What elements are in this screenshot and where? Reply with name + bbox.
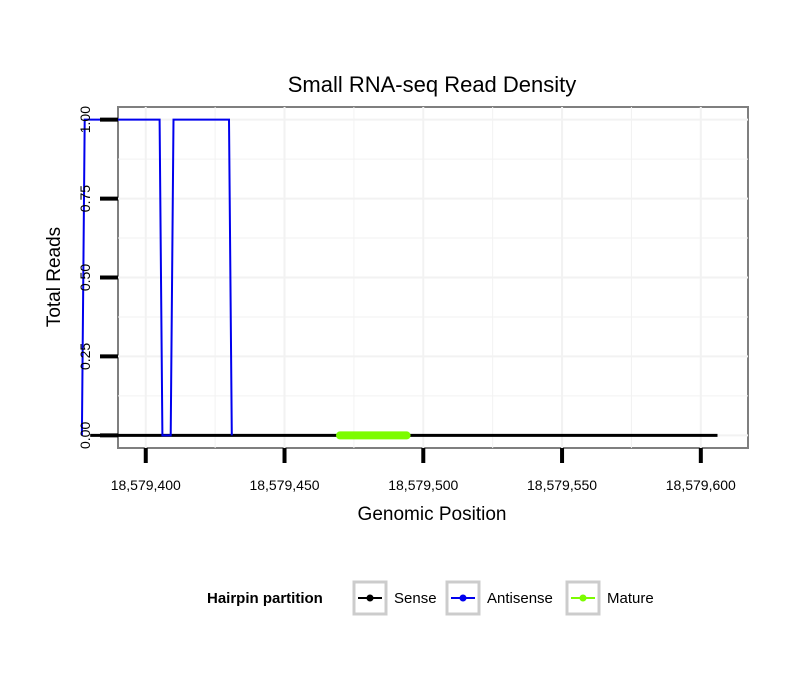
- x-tick-label: 18,579,500: [388, 477, 458, 493]
- legend-key-point: [579, 594, 587, 602]
- legend-title: Hairpin partition: [207, 590, 323, 607]
- y-tick-label: 0.00: [77, 422, 93, 449]
- y-tick-label: 0.75: [77, 185, 93, 212]
- x-tick-label: 18,579,400: [111, 477, 181, 493]
- chart-title: Small RNA-seq Read Density: [288, 72, 577, 97]
- plot-panel: [80, 106, 749, 449]
- legend-item-mature: Mature: [565, 580, 654, 616]
- y-axis: 0.00 0.25 0.50 0.75 1.00: [77, 106, 118, 449]
- legend-label: Sense: [394, 590, 437, 607]
- x-axis: 18,579,400 18,579,450 18,579,500 18,579,550…: [111, 448, 736, 493]
- y-tick-label: 0.50: [77, 264, 93, 291]
- y-axis-title: Total Reads: [44, 227, 65, 327]
- legend-label: Antisense: [487, 590, 553, 607]
- legend-key-point: [459, 594, 467, 602]
- x-axis-title: Genomic Position: [358, 504, 507, 525]
- x-tick-label: 18,579,600: [666, 477, 736, 493]
- legend-key-point: [366, 594, 374, 602]
- legend-label: Mature: [607, 590, 654, 607]
- legend-items: Sense Antisense Mature: [352, 580, 654, 616]
- legend-item-antisense: Antisense: [445, 580, 553, 616]
- series-antisense-line: [80, 118, 233, 437]
- series-layer: [80, 118, 718, 440]
- y-tick-label: 0.25: [77, 343, 93, 370]
- legend-item-sense: Sense: [352, 580, 437, 616]
- x-tick-label: 18,579,450: [249, 477, 319, 493]
- y-tick-label: 1.00: [77, 106, 93, 133]
- legend: Hairpin partition Sense Antisense Mature: [207, 580, 654, 616]
- x-tick-label: 18,579,550: [527, 477, 597, 493]
